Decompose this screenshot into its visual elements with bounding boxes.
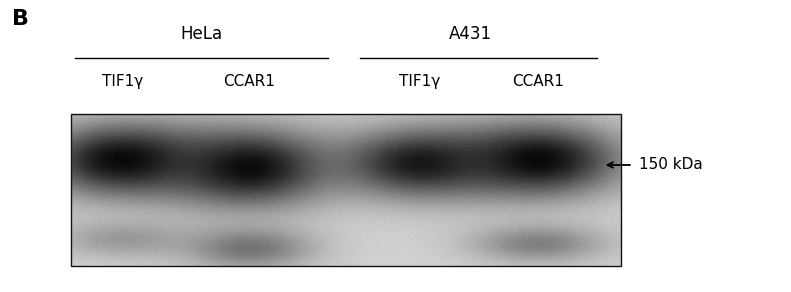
Text: TIF1γ: TIF1γ bbox=[102, 74, 143, 89]
Text: HeLa: HeLa bbox=[180, 25, 223, 43]
Text: CCAR1: CCAR1 bbox=[512, 74, 564, 89]
Text: CCAR1: CCAR1 bbox=[223, 74, 275, 89]
Text: B: B bbox=[12, 9, 28, 29]
Text: TIF1γ: TIF1γ bbox=[399, 74, 440, 89]
Bar bbox=[71, 114, 621, 266]
Text: 150 kDa: 150 kDa bbox=[639, 157, 703, 173]
Text: A431: A431 bbox=[449, 25, 492, 43]
